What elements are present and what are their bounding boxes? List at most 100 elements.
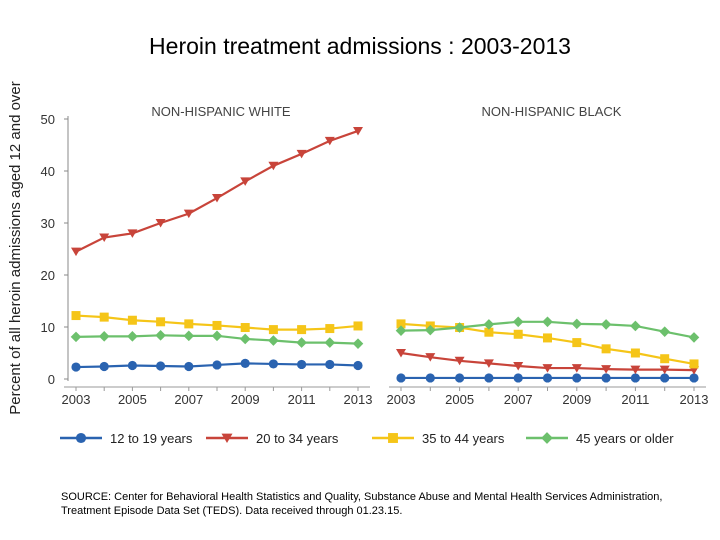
- data-point-white-1-2003: [71, 247, 81, 257]
- data-point-white-2-2005: [127, 315, 137, 325]
- data-point-black-1-2010: [601, 365, 612, 374]
- data-point-black-3-2008: [542, 316, 553, 328]
- data-point-black-1-2007: [513, 362, 524, 371]
- data-point-black-1-2004: [425, 353, 436, 362]
- data-point-white-3-2009: [239, 333, 251, 345]
- data-point-white-1-2007: [183, 209, 194, 219]
- panel-title-white: NON-HISPANIC WHITE: [151, 104, 290, 119]
- data-point-white-0-2006: [156, 361, 166, 371]
- source-note: SOURCE: Center for Behavioral Health Sta…: [61, 491, 663, 517]
- data-point-black-3-2007: [512, 316, 524, 328]
- data-point-white-0-2010: [268, 359, 278, 369]
- data-point-white-1-2009: [240, 177, 251, 186]
- data-point-white-3-2005: [127, 331, 138, 342]
- data-point-black-0-2009: [572, 373, 582, 383]
- data-point-white-2-2007: [184, 319, 194, 329]
- data-point-white-3-2013: [352, 338, 364, 349]
- y-tick-label-0: 0: [48, 372, 55, 387]
- y-tick-label-40: 40: [41, 164, 55, 179]
- x-tick-label-2005: 2005: [445, 392, 474, 407]
- data-point-black-1-2012: [659, 365, 670, 375]
- data-point-black-3-2013: [688, 332, 700, 343]
- legend-marker-0: [75, 432, 87, 444]
- x-tick-label-2007: 2007: [504, 392, 533, 407]
- data-point-black-1-2005: [454, 356, 465, 366]
- data-point-black-0-2007: [513, 373, 523, 383]
- x-tick-label-2009: 2009: [562, 392, 591, 407]
- data-point-white-2-2003: [71, 311, 81, 321]
- data-point-white-3-2007: [183, 330, 195, 342]
- data-point-black-0-2008: [542, 373, 553, 383]
- x-tick-label-2009: 2009: [231, 392, 260, 407]
- data-point-white-2-2004: [99, 312, 109, 322]
- data-point-black-2-2010: [601, 344, 611, 354]
- y-tick-label-10: 10: [41, 320, 55, 335]
- data-point-black-0-2012: [660, 373, 670, 383]
- data-point-white-1-2008: [212, 194, 222, 203]
- legend-label-3: 45 years or older: [576, 431, 674, 446]
- data-point-black-0-2003: [396, 373, 406, 383]
- data-point-white-2-2010: [268, 325, 278, 335]
- data-point-black-1-2003: [396, 349, 406, 358]
- x-tick-label-2013: 2013: [680, 392, 709, 407]
- data-point-white-0-2003: [71, 362, 81, 372]
- data-point-black-2-2007: [513, 329, 523, 339]
- data-point-white-1-2013: [353, 126, 363, 136]
- x-tick-label-2013: 2013: [344, 392, 373, 407]
- data-point-black-0-2004: [425, 373, 435, 383]
- data-point-white-1-2011: [296, 149, 307, 159]
- data-point-black-0-2005: [455, 373, 465, 383]
- data-point-white-2-2009: [240, 323, 250, 333]
- data-point-white-1-2004: [99, 233, 110, 243]
- legend-label-2: 35 to 44 years: [422, 431, 505, 446]
- data-point-black-3-2012: [659, 326, 670, 337]
- data-point-white-0-2007: [184, 361, 194, 372]
- data-point-white-1-2010: [268, 161, 279, 171]
- data-point-white-0-2005: [127, 360, 137, 371]
- series-line-white-1: [75, 129, 359, 253]
- data-point-black-3-2003: [395, 325, 407, 336]
- data-point-black-2-2009: [572, 338, 582, 348]
- data-point-black-3-2010: [600, 319, 612, 330]
- data-point-white-3-2012: [324, 337, 336, 348]
- x-tick-label-2003: 2003: [62, 392, 91, 407]
- data-point-white-3-2004: [98, 331, 110, 342]
- legend-label-0: 12 to 19 years: [110, 431, 193, 446]
- data-point-black-3-2006: [483, 319, 495, 330]
- y-tick-label-30: 30: [41, 216, 55, 231]
- data-point-white-0-2008: [212, 360, 222, 370]
- data-point-white-0-2012: [325, 359, 335, 370]
- data-point-black-1-2009: [571, 364, 582, 373]
- data-point-black-3-2011: [630, 320, 641, 332]
- data-point-white-0-2011: [297, 359, 307, 370]
- data-point-white-2-2012: [325, 324, 335, 334]
- data-point-white-0-2009: [240, 358, 250, 368]
- panel-title-black: NON-HISPANIC BLACK: [482, 104, 622, 119]
- data-point-white-2-2008: [212, 320, 222, 330]
- legend-marker-3: [541, 432, 553, 444]
- x-tick-label-2011: 2011: [621, 392, 649, 407]
- data-point-black-2-2011: [630, 348, 640, 358]
- x-tick-label-2011: 2011: [288, 392, 316, 407]
- data-point-white-3-2006: [155, 330, 166, 341]
- data-point-white-3-2008: [211, 330, 223, 342]
- data-point-white-0-2004: [99, 361, 109, 372]
- data-point-white-2-2013: [353, 321, 363, 331]
- data-point-black-3-2005: [454, 322, 465, 333]
- y-axis-label: Percent of all heroin admissions aged 12…: [7, 81, 24, 415]
- data-point-white-3-2003: [70, 331, 82, 343]
- data-point-white-1-2006: [155, 219, 166, 228]
- x-tick-label-2003: 2003: [387, 392, 416, 407]
- data-point-black-0-2013: [689, 373, 699, 383]
- data-point-black-3-2009: [571, 318, 583, 330]
- y-tick-label-20: 20: [41, 268, 55, 283]
- data-point-black-0-2006: [484, 373, 494, 383]
- data-point-white-1-2005: [127, 229, 138, 238]
- data-point-white-2-2011: [297, 325, 307, 335]
- chart-title: Heroin treatment admissions : 2003-2013: [149, 33, 571, 59]
- legend-marker-2: [388, 433, 398, 443]
- y-tick-label-50: 50: [41, 112, 55, 127]
- data-point-black-2-2013: [689, 359, 699, 369]
- data-point-black-0-2010: [601, 373, 611, 383]
